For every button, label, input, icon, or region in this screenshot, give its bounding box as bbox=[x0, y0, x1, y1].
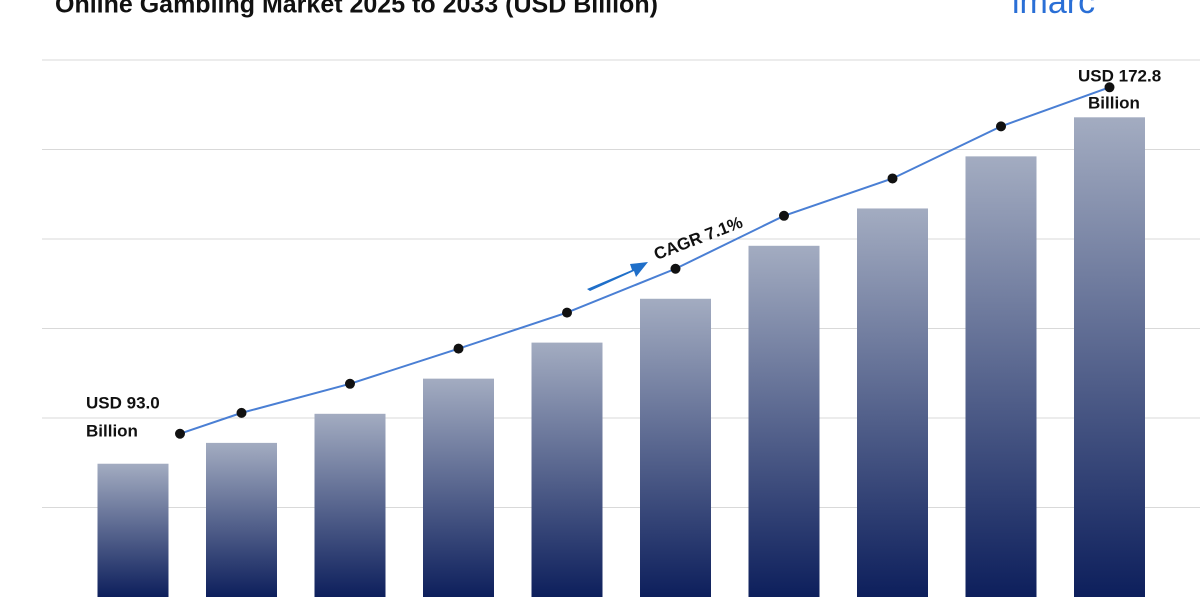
trend-point bbox=[887, 173, 898, 184]
bar bbox=[531, 342, 603, 597]
trend-point bbox=[562, 307, 572, 318]
trend-point bbox=[779, 210, 789, 221]
bar bbox=[640, 298, 711, 597]
cagr-arrow bbox=[587, 262, 648, 291]
trend-point bbox=[670, 263, 681, 274]
start-label-unit: Billion bbox=[86, 421, 138, 440]
logo: imarc bbox=[1012, 0, 1095, 21]
bar bbox=[314, 413, 386, 597]
end-label-unit: Billion bbox=[1088, 93, 1140, 112]
trend-point bbox=[453, 343, 464, 354]
cagr-label: CAGR 7.1% bbox=[651, 213, 745, 264]
chart-title: Online Gambling Market 2025 to 2033 (USD… bbox=[55, 0, 658, 19]
trend-point bbox=[175, 428, 185, 439]
bar bbox=[206, 442, 277, 597]
trend-point bbox=[345, 378, 355, 389]
trend-point bbox=[1104, 82, 1115, 93]
bar bbox=[857, 208, 928, 597]
start-label: USD 93.0 bbox=[86, 393, 160, 412]
bar bbox=[748, 245, 820, 597]
bar bbox=[1074, 117, 1145, 597]
trend-point bbox=[236, 407, 247, 418]
trend-line bbox=[179, 86, 1110, 435]
trend-point bbox=[996, 121, 1006, 132]
end-label: USD 172.8 bbox=[1078, 66, 1161, 85]
bar bbox=[97, 463, 169, 597]
bar bbox=[423, 378, 494, 597]
bar bbox=[965, 156, 1037, 598]
